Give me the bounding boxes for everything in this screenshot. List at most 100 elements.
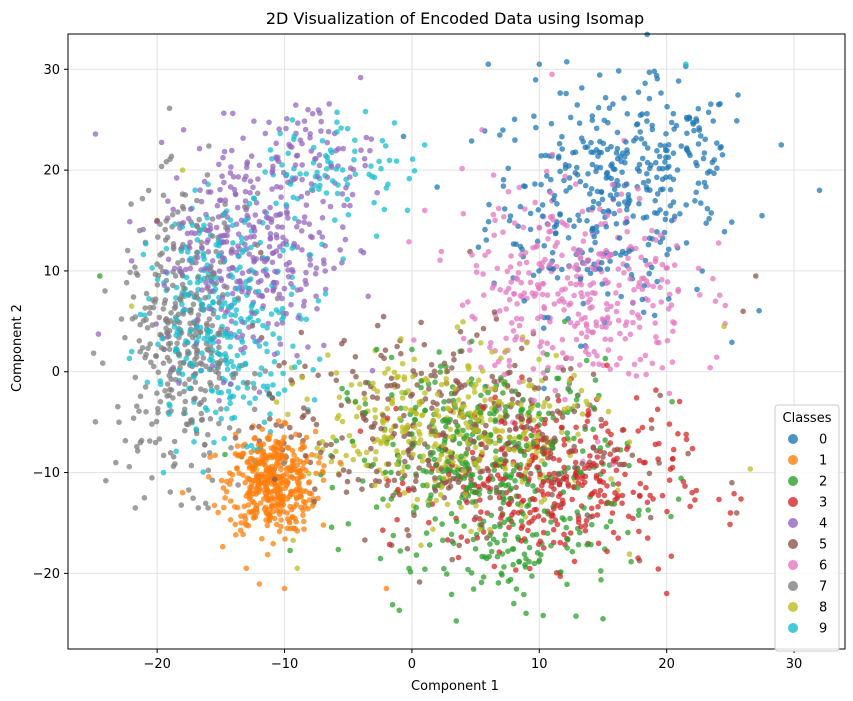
- point-class-9: [329, 178, 336, 184]
- point-class-0: [601, 117, 608, 124]
- point-class-7: [164, 393, 170, 399]
- point-class-5: [491, 378, 498, 385]
- point-class-6: [575, 311, 582, 318]
- point-class-8: [438, 381, 445, 388]
- point-class-0: [486, 201, 492, 208]
- y-tick-label: 10: [43, 264, 60, 279]
- point-class-1: [291, 466, 297, 472]
- point-class-8: [489, 349, 495, 355]
- point-class-3: [492, 394, 499, 401]
- point-class-5: [568, 448, 574, 454]
- point-class-6: [437, 257, 443, 264]
- point-class-4: [234, 334, 241, 341]
- point-class-4: [180, 219, 187, 226]
- point-class-3: [622, 471, 628, 478]
- point-class-5: [449, 454, 455, 461]
- point-class-7: [159, 250, 165, 256]
- point-class-8: [546, 403, 553, 409]
- point-class-7: [188, 417, 194, 424]
- point-class-1: [246, 465, 253, 471]
- point-class-1: [316, 460, 322, 466]
- point-class-4: [214, 202, 221, 209]
- point-class-5: [361, 390, 368, 397]
- point-class-4: [270, 250, 277, 256]
- point-class-7: [210, 270, 216, 277]
- point-class-3: [519, 374, 525, 380]
- point-class-5: [571, 408, 578, 415]
- point-class-2: [439, 537, 446, 544]
- point-class-5: [388, 375, 395, 382]
- point-class-2: [669, 398, 675, 405]
- point-class-5: [493, 316, 500, 322]
- point-class-2: [439, 521, 445, 527]
- point-class-3: [561, 531, 567, 538]
- point-class-5: [555, 471, 562, 478]
- point-class-6: [473, 269, 480, 276]
- point-class-9: [289, 245, 296, 251]
- point-class-3: [598, 499, 604, 505]
- point-class-8: [432, 441, 439, 447]
- point-class-6: [571, 292, 577, 299]
- point-class-9: [279, 162, 285, 168]
- point-class-5: [590, 371, 597, 378]
- point-class-4: [266, 243, 273, 250]
- point-class-3: [527, 509, 533, 516]
- point-class-3: [615, 481, 622, 487]
- point-class-6: [501, 371, 508, 378]
- point-class-7: [186, 376, 192, 383]
- point-class-6: [577, 247, 584, 254]
- point-class-7: [190, 495, 196, 502]
- point-class-4: [213, 224, 220, 231]
- point-class-0: [605, 208, 611, 214]
- point-class-2: [436, 349, 443, 355]
- point-class-0: [649, 264, 655, 271]
- point-class-0: [434, 184, 440, 190]
- point-class-3: [601, 492, 608, 499]
- point-class-4: [322, 243, 329, 249]
- point-class-3: [687, 503, 693, 510]
- point-class-5: [629, 452, 636, 459]
- point-class-6: [481, 292, 487, 299]
- point-class-0: [640, 179, 647, 186]
- point-class-9: [222, 351, 228, 357]
- point-class-7: [194, 295, 200, 301]
- point-class-2: [523, 442, 530, 449]
- point-class-0: [574, 164, 580, 171]
- point-class-4: [279, 224, 286, 230]
- point-class-7: [216, 420, 222, 427]
- point-class-6: [649, 360, 656, 367]
- point-class-7: [158, 163, 165, 170]
- point-class-6: [492, 217, 498, 224]
- point-class-9: [683, 61, 689, 67]
- point-class-3: [572, 448, 579, 454]
- point-class-3: [555, 397, 562, 404]
- point-class-4: [222, 197, 229, 203]
- point-class-9: [207, 357, 213, 363]
- point-class-2: [510, 521, 516, 528]
- point-class-1: [238, 520, 244, 526]
- point-class-1: [309, 452, 315, 458]
- point-class-2: [501, 381, 508, 387]
- point-class-7: [206, 143, 212, 149]
- point-class-3: [455, 554, 462, 561]
- point-class-8: [518, 401, 524, 408]
- point-class-3: [426, 519, 432, 526]
- point-class-0: [654, 210, 660, 216]
- point-class-2: [388, 354, 395, 361]
- point-class-8: [346, 432, 353, 439]
- point-class-5: [380, 313, 387, 320]
- point-class-9: [296, 359, 302, 366]
- point-class-6: [633, 245, 639, 252]
- point-class-4: [209, 363, 215, 369]
- point-class-1: [222, 495, 228, 501]
- point-class-6: [639, 286, 646, 293]
- point-class-4: [307, 134, 313, 141]
- point-class-0: [670, 150, 677, 156]
- point-class-1: [218, 477, 225, 484]
- point-class-9: [253, 308, 260, 315]
- point-class-1: [259, 426, 266, 433]
- point-class-5: [446, 398, 452, 404]
- point-class-2: [485, 389, 491, 396]
- point-class-7: [252, 370, 258, 377]
- point-class-6: [604, 212, 611, 219]
